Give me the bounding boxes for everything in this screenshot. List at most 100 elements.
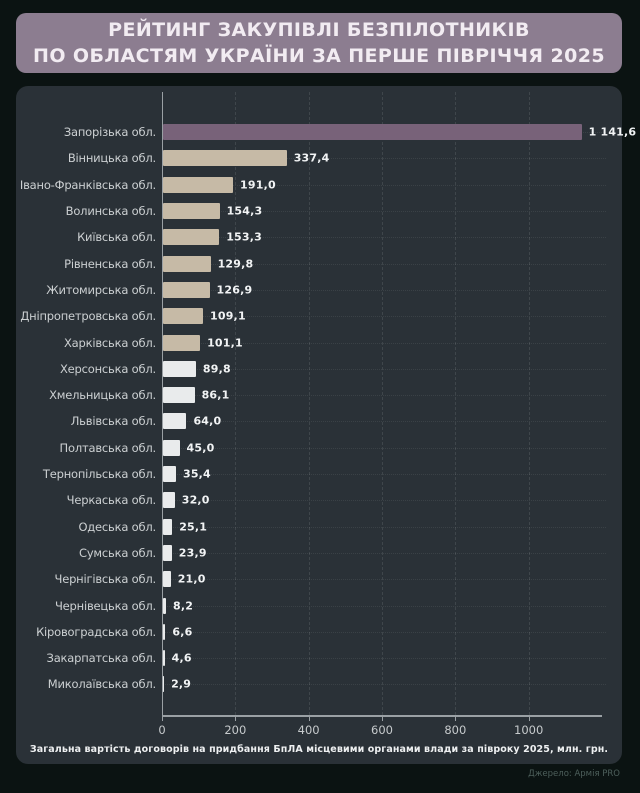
tick-mark bbox=[308, 717, 310, 721]
row-leader-line bbox=[163, 526, 606, 528]
chart-row: Рівненська обл. 129,8 bbox=[16, 251, 622, 277]
category-label: Київська обл. bbox=[77, 230, 156, 245]
row-leader-line bbox=[163, 658, 606, 660]
value-label: 153,3 bbox=[226, 230, 262, 244]
bar bbox=[163, 466, 176, 483]
chart-row: Хмельницька обл. 86,1 bbox=[16, 382, 622, 408]
bar bbox=[163, 623, 166, 640]
title-line-1: РЕЙТИНГ ЗАКУПІВЛІ БЕЗПІЛОТНИКІВ bbox=[108, 19, 530, 41]
value-label: 32,0 bbox=[181, 493, 210, 507]
tick-mark bbox=[528, 717, 530, 721]
bar bbox=[163, 255, 211, 272]
chart-panel: Запорізька обл. 1 141,6 Вінницька обл. 337,… bbox=[16, 86, 636, 764]
row-leader-line bbox=[163, 316, 606, 318]
value-label: 6,6 bbox=[172, 625, 193, 639]
category-label: Полтавська обл. bbox=[59, 440, 157, 455]
value-label: 4,6 bbox=[171, 651, 192, 665]
bar bbox=[163, 492, 175, 509]
value-label: 89,8 bbox=[202, 362, 231, 376]
tick-label: 800 bbox=[444, 723, 467, 737]
gridline bbox=[382, 92, 383, 715]
category-label: Чернівецька обл. bbox=[54, 598, 156, 613]
gridline bbox=[455, 92, 457, 715]
value-label: 2,9 bbox=[171, 677, 192, 691]
category-label: Хмельницька обл. bbox=[49, 388, 156, 403]
y-axis-line bbox=[162, 92, 163, 716]
chart-row: Миколаївська обл. 2,9 bbox=[16, 671, 622, 697]
value-label: 23,9 bbox=[178, 546, 207, 560]
tick-mark bbox=[455, 717, 457, 721]
category-label: Закарпатська обл. bbox=[46, 651, 157, 666]
value-label: 109,1 bbox=[210, 309, 246, 323]
tick-mark bbox=[235, 717, 237, 721]
row-leader-line bbox=[163, 158, 606, 160]
category-label: Миколаївська обл. bbox=[47, 677, 156, 692]
category-label: Івано-Франківська обл. bbox=[19, 177, 156, 192]
row-leader-line bbox=[163, 263, 606, 265]
chart-row: Закарпатська обл. 4,6 bbox=[16, 645, 622, 671]
chart-row: Херсонська обл. 89,8 bbox=[16, 356, 622, 382]
category-label: Сумська обл. bbox=[79, 545, 156, 560]
gridline bbox=[308, 92, 310, 715]
chart-caption: Загальна вартість договорів на придбання… bbox=[29, 744, 609, 755]
bar bbox=[163, 650, 165, 667]
bar bbox=[163, 203, 220, 220]
bar bbox=[163, 676, 165, 693]
category-label: Львівська обл. bbox=[70, 414, 156, 429]
bar bbox=[163, 176, 234, 193]
value-label: 101,1 bbox=[207, 336, 243, 350]
bar bbox=[163, 150, 287, 167]
bar bbox=[163, 439, 180, 456]
chart-row: Харківська обл. 101,1 bbox=[16, 329, 622, 355]
row-leader-line bbox=[163, 368, 606, 370]
value-label: 1 141,6 bbox=[588, 125, 637, 139]
value-label: 129,8 bbox=[217, 257, 254, 271]
gridline bbox=[528, 92, 530, 715]
gridline bbox=[235, 92, 237, 715]
chart-row: Львівська обл. 64,0 bbox=[16, 408, 622, 434]
value-label: 8,2 bbox=[173, 599, 194, 613]
chart-row: Полтавська обл. 45,0 bbox=[16, 435, 622, 461]
row-leader-line bbox=[163, 421, 606, 423]
bar bbox=[163, 334, 201, 351]
value-label: 126,9 bbox=[216, 283, 253, 297]
category-label: Вінницька обл. bbox=[67, 151, 156, 166]
row-leader-line bbox=[163, 447, 606, 449]
tick-mark bbox=[382, 717, 383, 721]
value-label: 35,4 bbox=[182, 467, 211, 481]
row-leader-line bbox=[163, 395, 606, 397]
chart-row: Чернігівська обл. 21,0 bbox=[16, 566, 622, 592]
category-label: Житомирська обл. bbox=[46, 282, 156, 297]
title-line-2: ПО ОБЛАСТЯМ УКРАЇНИ ЗА ПЕРШЕ ПІВРІЧЧЯ 20… bbox=[33, 45, 605, 67]
bar bbox=[163, 360, 196, 377]
tick-label: 200 bbox=[224, 723, 247, 737]
bar bbox=[163, 571, 171, 588]
chart-row: Волинська обл. 154,3 bbox=[16, 198, 622, 224]
bar bbox=[163, 518, 173, 535]
bar bbox=[163, 387, 195, 404]
value-label: 21,0 bbox=[177, 572, 206, 586]
tick-label: 1000 bbox=[514, 723, 544, 737]
value-label: 86,1 bbox=[201, 388, 230, 402]
chart-row: Вінницька обл. 337,4 bbox=[16, 145, 622, 171]
category-label: Черкаська обл. bbox=[66, 493, 157, 508]
row-leader-line bbox=[163, 342, 606, 344]
tick-label: 400 bbox=[297, 723, 320, 737]
bar bbox=[163, 229, 220, 246]
category-label: Кіровоградська обл. bbox=[36, 624, 156, 639]
chart-row: Івано-Франківська обл. 191,0 bbox=[16, 172, 622, 198]
bar bbox=[163, 308, 203, 325]
category-label: Херсонська обл. bbox=[59, 361, 156, 376]
chart-row: Сумська обл. 23,9 bbox=[16, 540, 622, 566]
chart-row: Чернівецька обл. 8,2 bbox=[16, 592, 622, 618]
category-label: Тернопільська обл. bbox=[42, 467, 156, 482]
tick-label: 600 bbox=[371, 723, 393, 737]
row-leader-line bbox=[163, 289, 606, 291]
chart-row: Тернопільська обл. 35,4 bbox=[16, 461, 622, 487]
value-label: 154,3 bbox=[226, 204, 263, 218]
category-label: Одеська обл. bbox=[78, 519, 156, 534]
row-leader-line bbox=[163, 237, 606, 239]
value-label: 45,0 bbox=[186, 441, 215, 455]
row-leader-line bbox=[163, 579, 606, 581]
